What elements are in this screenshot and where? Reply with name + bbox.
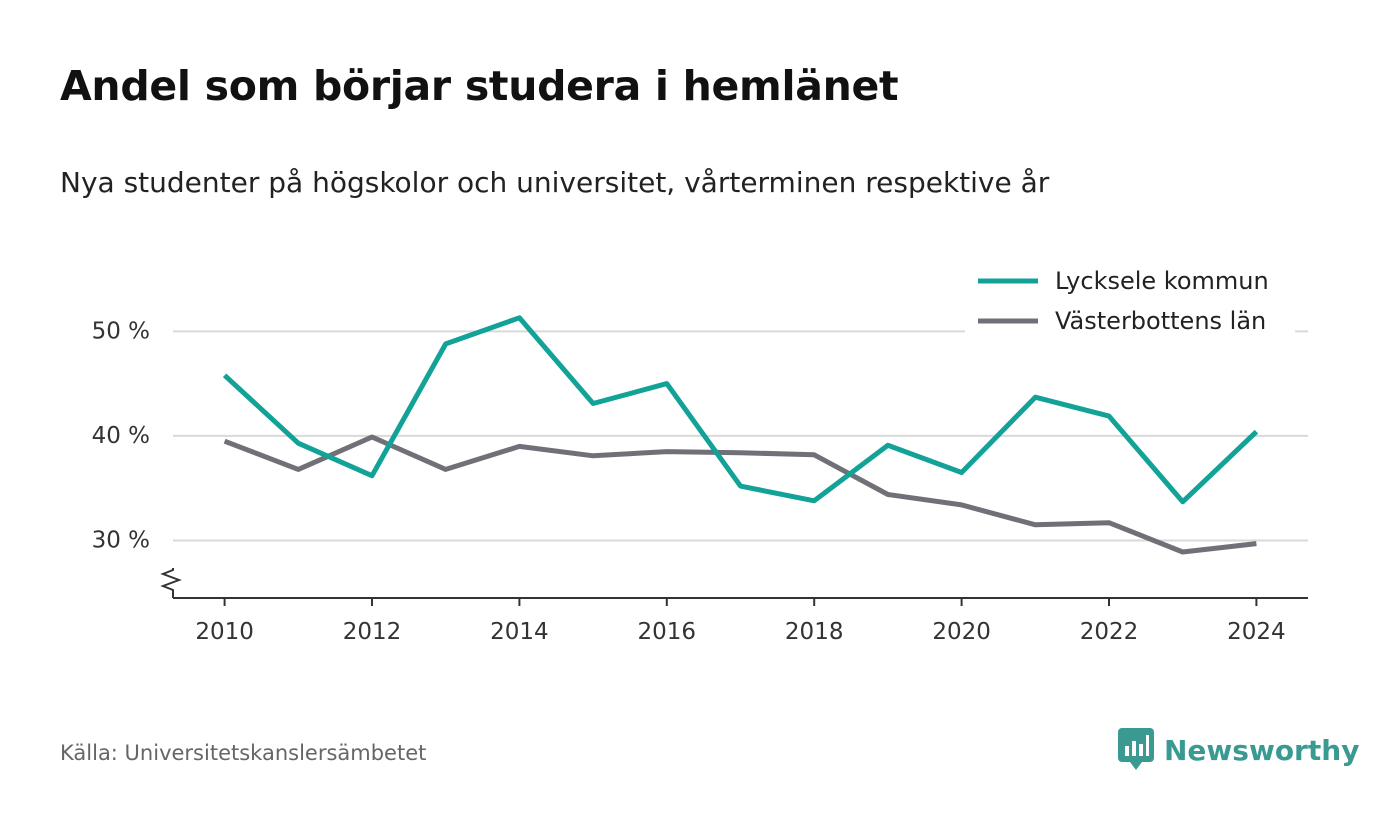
x-tick-label: 2020	[932, 619, 991, 645]
x-tick-label: 2022	[1080, 619, 1139, 645]
series-line-lycksele	[222, 315, 1259, 505]
newsworthy-logo-icon	[1118, 728, 1154, 770]
series-line-vasterbotten	[223, 434, 1257, 555]
y-tick-label: 30 %	[92, 527, 150, 553]
legend-label: Västerbottens län	[1055, 307, 1266, 335]
x-tick-label: 2024	[1227, 619, 1286, 645]
x-tick-label: 2018	[785, 619, 844, 645]
x-tick-label: 2016	[638, 619, 697, 645]
chart-title: Andel som börjar studera i hemlänet	[60, 62, 899, 110]
source-note: Källa: Universitetskanslersämbetet	[60, 741, 427, 765]
y-tick-label: 50 %	[92, 318, 150, 344]
legend-label: Lycksele kommun	[1055, 267, 1269, 295]
legend-background	[965, 258, 1295, 344]
brand-logo: Newsworthy	[1118, 728, 1359, 772]
y-tick-label: 40 %	[92, 423, 150, 449]
x-tick-label: 2012	[343, 619, 402, 645]
axis-break-icon	[160, 568, 182, 598]
chart-subtitle: Nya studenter på högskolor och universit…	[60, 166, 1050, 199]
x-tick-label: 2010	[195, 619, 254, 645]
brand-name: Newsworthy	[1164, 733, 1360, 767]
x-tick-label: 2014	[490, 619, 549, 645]
